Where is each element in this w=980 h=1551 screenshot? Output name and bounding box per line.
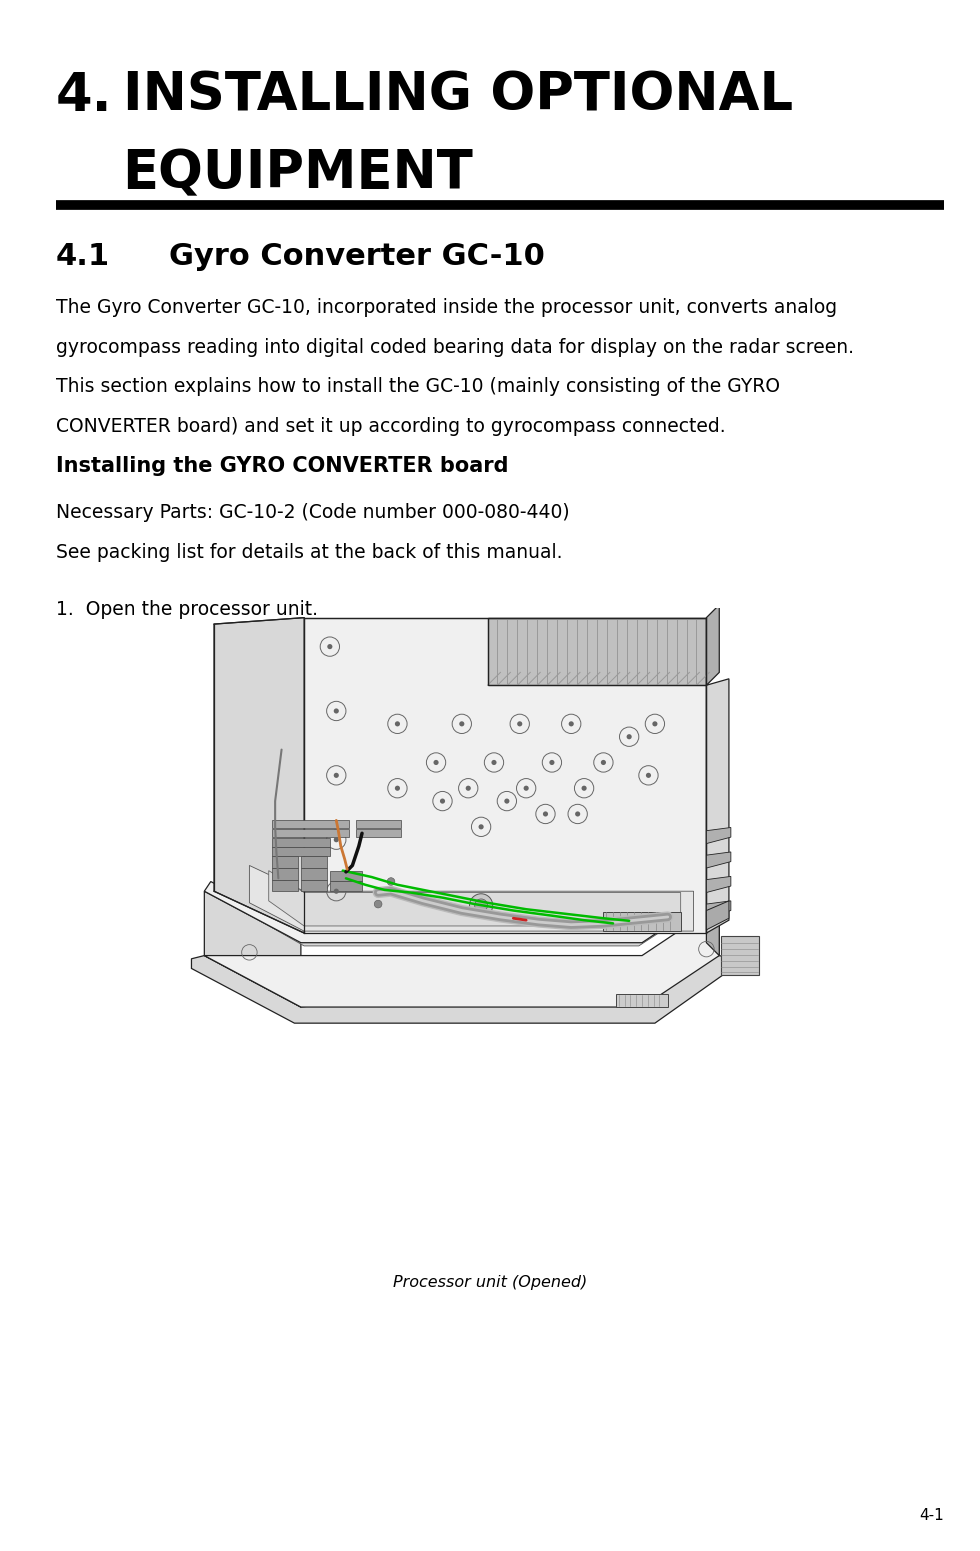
Circle shape <box>395 721 400 726</box>
FancyBboxPatch shape <box>616 994 667 1007</box>
Text: The Gyro Converter GC-10, incorporated inside the processor unit, converts analo: The Gyro Converter GC-10, incorporated i… <box>56 298 837 316</box>
Polygon shape <box>214 617 304 934</box>
Text: 4.1: 4.1 <box>56 242 110 271</box>
FancyBboxPatch shape <box>271 869 298 879</box>
Polygon shape <box>205 892 301 1007</box>
Circle shape <box>460 721 465 726</box>
Circle shape <box>653 721 658 726</box>
Circle shape <box>395 786 400 791</box>
Polygon shape <box>249 865 694 931</box>
Circle shape <box>334 889 339 893</box>
Text: gyrocompass reading into digital coded bearing data for display on the radar scr: gyrocompass reading into digital coded b… <box>56 338 854 357</box>
Circle shape <box>469 893 493 917</box>
FancyBboxPatch shape <box>271 830 349 838</box>
FancyBboxPatch shape <box>301 856 326 869</box>
Polygon shape <box>707 605 719 686</box>
Text: This section explains how to install the GC-10 (mainly consisting of the GYRO: This section explains how to install the… <box>56 377 780 396</box>
Circle shape <box>433 760 439 765</box>
Polygon shape <box>707 876 731 892</box>
Circle shape <box>334 838 339 842</box>
Polygon shape <box>707 901 731 917</box>
Circle shape <box>334 772 339 779</box>
Circle shape <box>387 878 395 886</box>
Circle shape <box>517 721 522 726</box>
Polygon shape <box>205 878 719 943</box>
FancyBboxPatch shape <box>330 881 362 892</box>
FancyBboxPatch shape <box>271 879 298 892</box>
FancyBboxPatch shape <box>271 847 330 856</box>
Circle shape <box>505 799 510 803</box>
Polygon shape <box>707 892 719 955</box>
Polygon shape <box>707 828 731 844</box>
FancyBboxPatch shape <box>271 839 330 847</box>
Circle shape <box>478 824 484 830</box>
Text: Necessary Parts: GC-10-2 (Code number 000-080-440): Necessary Parts: GC-10-2 (Code number 00… <box>56 503 569 521</box>
Text: Gyro Converter GC-10: Gyro Converter GC-10 <box>169 242 545 271</box>
Circle shape <box>440 799 445 803</box>
Circle shape <box>466 786 470 791</box>
Circle shape <box>550 760 555 765</box>
Text: See packing list for details at the back of this manual.: See packing list for details at the back… <box>56 543 563 561</box>
Polygon shape <box>707 679 729 934</box>
FancyBboxPatch shape <box>604 912 681 931</box>
Circle shape <box>523 786 529 791</box>
Polygon shape <box>214 884 712 946</box>
FancyBboxPatch shape <box>271 856 298 869</box>
Circle shape <box>626 734 632 740</box>
Circle shape <box>646 772 651 779</box>
Polygon shape <box>304 617 707 934</box>
Polygon shape <box>269 870 681 926</box>
FancyBboxPatch shape <box>356 830 401 838</box>
Text: 4-1: 4-1 <box>919 1508 944 1523</box>
FancyBboxPatch shape <box>301 869 326 879</box>
Polygon shape <box>707 851 731 869</box>
Polygon shape <box>488 617 707 686</box>
Circle shape <box>581 786 587 791</box>
Circle shape <box>327 644 332 650</box>
Text: 1.  Open the processor unit.: 1. Open the processor unit. <box>56 600 318 619</box>
FancyBboxPatch shape <box>356 820 401 828</box>
Circle shape <box>432 900 440 907</box>
FancyBboxPatch shape <box>720 937 760 976</box>
Polygon shape <box>205 904 719 1007</box>
Text: 4.: 4. <box>56 70 113 123</box>
FancyBboxPatch shape <box>330 870 362 881</box>
Circle shape <box>491 760 497 765</box>
Polygon shape <box>191 955 732 1024</box>
Text: Installing the GYRO CONVERTER board: Installing the GYRO CONVERTER board <box>56 456 509 476</box>
Circle shape <box>543 811 548 816</box>
Text: INSTALLING OPTIONAL: INSTALLING OPTIONAL <box>122 70 793 123</box>
Polygon shape <box>707 901 729 929</box>
Text: EQUIPMENT: EQUIPMENT <box>122 147 473 200</box>
Text: Processor unit (Opened): Processor unit (Opened) <box>393 1275 587 1290</box>
Circle shape <box>568 721 574 726</box>
FancyBboxPatch shape <box>301 879 326 892</box>
Circle shape <box>374 900 382 907</box>
Circle shape <box>334 709 339 713</box>
FancyBboxPatch shape <box>271 820 349 828</box>
Circle shape <box>575 811 580 816</box>
Text: CONVERTER board) and set it up according to gyrocompass connected.: CONVERTER board) and set it up according… <box>56 417 725 436</box>
Circle shape <box>474 900 488 912</box>
Circle shape <box>601 760 606 765</box>
